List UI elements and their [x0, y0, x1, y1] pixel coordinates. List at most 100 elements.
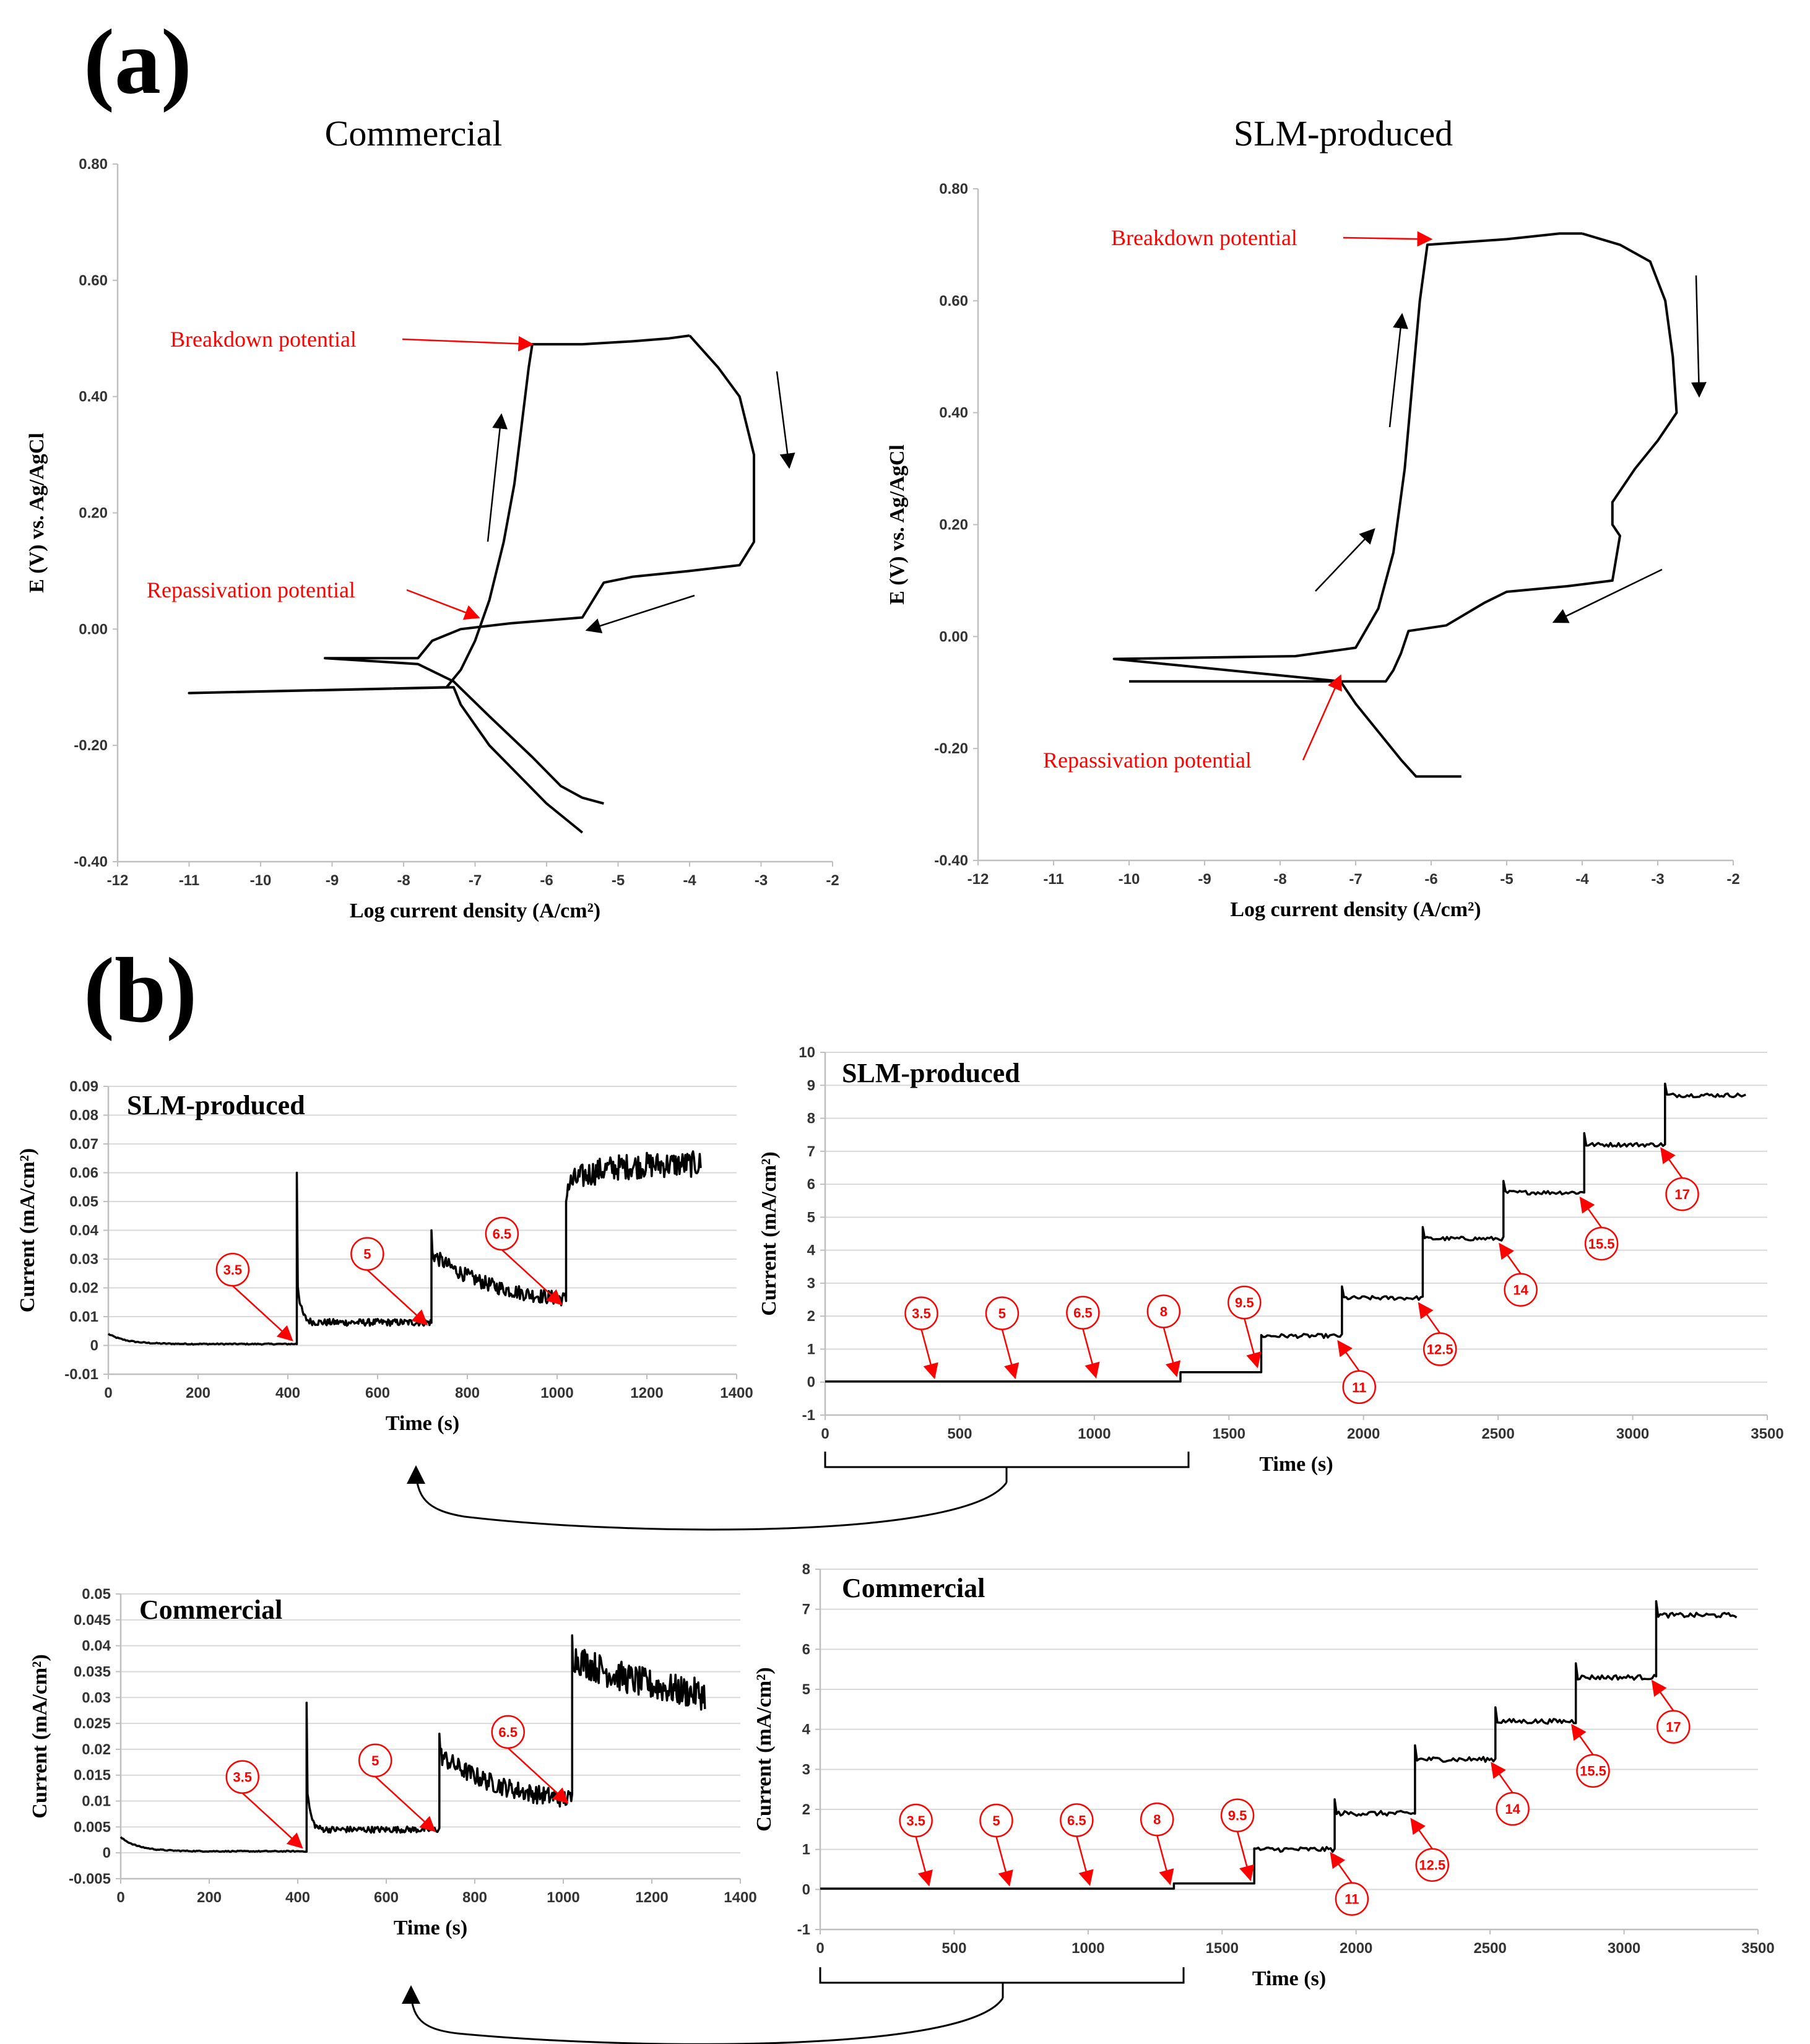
y-tick-label: 3 — [807, 1275, 815, 1292]
y-tick-label: 0.40 — [79, 389, 108, 405]
y-tick-label: 5 — [807, 1209, 815, 1226]
y-tick-label: 0 — [103, 1845, 111, 1861]
chart-inner-title: SLM-produced — [842, 1058, 1020, 1088]
marker-arrow — [1244, 1318, 1262, 1369]
annotation-label: Repassivation potential — [147, 578, 355, 602]
y-tick-label: 0 — [90, 1338, 98, 1354]
y-tick-label: 0 — [807, 1374, 815, 1391]
direction-arrow — [585, 594, 695, 634]
chronoamperometry-zoom-slm: 0 200 400 600 800 1000 1200 1400 -0.01 0 0.01 0.02 0… — [16, 1078, 753, 1435]
x-tick-label: -7 — [1349, 871, 1362, 888]
potential-marker-circle — [1415, 1848, 1450, 1882]
y-tick-label: 0.09 — [69, 1078, 98, 1095]
y-tick-label: 0.06 — [69, 1165, 98, 1182]
potential-marker-label: 6.5 — [1073, 1306, 1093, 1321]
potential-marker-label: 8 — [1160, 1304, 1167, 1319]
x-tick-label: 500 — [947, 1426, 972, 1442]
potential-marker-circle — [1146, 1294, 1181, 1328]
y-axis-title: E (V) vs. Ag/AgCl — [25, 433, 48, 593]
potential-marker-circle — [1228, 1285, 1262, 1320]
potential-marker-circle — [1220, 1798, 1255, 1832]
x-tick-label: 2500 — [1481, 1426, 1514, 1442]
x-tick-label: 800 — [455, 1385, 480, 1401]
direction-arrow — [1552, 568, 1663, 623]
y-tick-label: 7 — [807, 1143, 815, 1160]
potential-marker-label: 12.5 — [1427, 1342, 1453, 1358]
y-tick-label: 0.01 — [82, 1793, 111, 1810]
y-tick-label: 0.00 — [79, 621, 108, 638]
potential-marker-label: 3.5 — [906, 1813, 925, 1829]
y-tick-label: 0.025 — [74, 1715, 111, 1732]
direction-arrow — [487, 413, 508, 542]
x-tick-label: 1000 — [540, 1385, 573, 1401]
potential-marker-circle — [1496, 1791, 1530, 1826]
marker-arrow — [1236, 1831, 1255, 1882]
x-tick-label: -4 — [1575, 871, 1589, 888]
y-tick-label: 0.05 — [82, 1586, 111, 1603]
y-tick-label: 0.015 — [74, 1767, 111, 1784]
curved-arrow-commercial — [402, 1985, 1004, 2044]
y-tick-label: 4 — [807, 1242, 816, 1259]
y-tick-label: 0.08 — [69, 1107, 98, 1124]
series-line-reverse — [324, 334, 755, 805]
potential-marker-circle — [485, 1216, 519, 1251]
direction-arrow — [1315, 528, 1375, 592]
x-tick-label: 600 — [374, 1889, 399, 1906]
x-tick-label: 1400 — [724, 1889, 756, 1906]
chart-inner-title: SLM-produced — [127, 1090, 305, 1120]
x-axis-title: Time (s) — [1259, 1453, 1333, 1476]
chronoamperometry-zoom-commercial: 0 200 400 600 800 1000 1200 1400 -0.005 0 0.005 0.0… — [28, 1586, 757, 1939]
y-tick-label: 5 — [802, 1681, 810, 1698]
potential-marker-label: 17 — [1666, 1720, 1681, 1735]
curved-arrow-slm — [407, 1465, 1008, 1531]
panel-label-a: (a) — [84, 11, 192, 113]
y-tick-label: 8 — [802, 1561, 810, 1578]
potential-marker-label: 5 — [371, 1753, 379, 1769]
potential-marker-circle — [225, 1760, 259, 1794]
y-tick-label: 0.04 — [69, 1223, 98, 1239]
chart-title: Commercial — [325, 113, 503, 154]
x-axis-title: Time (s) — [394, 1916, 467, 1939]
marker-arrow — [915, 1836, 933, 1887]
y-tick-label: 0.005 — [74, 1819, 111, 1835]
marker-arrow — [1337, 1340, 1360, 1372]
x-tick-label: -2 — [1726, 871, 1739, 888]
potential-marker-label: 15.5 — [1580, 1764, 1606, 1779]
x-tick-label: 500 — [942, 1940, 966, 1957]
potential-marker-circle — [215, 1252, 250, 1287]
marker-arrow — [995, 1836, 1013, 1887]
panel-label-b: (b) — [84, 939, 197, 1042]
x-tick-label: -11 — [179, 872, 199, 889]
series-line-reverse — [1129, 232, 1678, 683]
y-tick-label: 0.20 — [79, 505, 108, 522]
chronoamperometry-full-slm: 0 500 1000 1500 2000 2500 3000 3500 -1 0 1 2 3 4 5 6 7 8 9… — [758, 1044, 1784, 1476]
potential-marker-label: 14 — [1505, 1801, 1520, 1817]
x-tick-label: -6 — [1424, 871, 1437, 888]
y-tick-label: 9 — [807, 1077, 815, 1094]
y-axis-title: Current (mA/cm²) — [753, 1667, 776, 1831]
direction-arrow — [776, 371, 795, 469]
marker-arrow — [366, 1269, 428, 1326]
y-tick-label: 0.02 — [82, 1741, 111, 1758]
potential-marker-circle — [358, 1743, 392, 1778]
y-tick-label: -0.20 — [934, 740, 968, 757]
current-trace — [107, 1150, 702, 1346]
x-axis-title: Time (s) — [386, 1412, 459, 1435]
potential-marker-label: 5 — [363, 1247, 371, 1262]
x-tick-label: 1000 — [1072, 1940, 1104, 1957]
marker-arrow — [501, 1249, 563, 1306]
marker-arrow — [1571, 1723, 1594, 1756]
x-tick-label: -10 — [250, 872, 272, 889]
x-tick-label: 0 — [821, 1426, 829, 1442]
x-tick-label: -5 — [1500, 871, 1513, 888]
direction-arrow — [1691, 275, 1707, 398]
x-tick-label: 600 — [365, 1385, 390, 1401]
marker-arrow — [375, 1775, 436, 1832]
marker-arrow — [241, 1792, 303, 1849]
x-tick-label: -7 — [469, 872, 482, 889]
potential-marker-circle — [1140, 1802, 1174, 1837]
marker-arrow — [1410, 1817, 1433, 1850]
marker-arrow — [1076, 1836, 1094, 1886]
x-tick-label: 200 — [186, 1385, 210, 1401]
